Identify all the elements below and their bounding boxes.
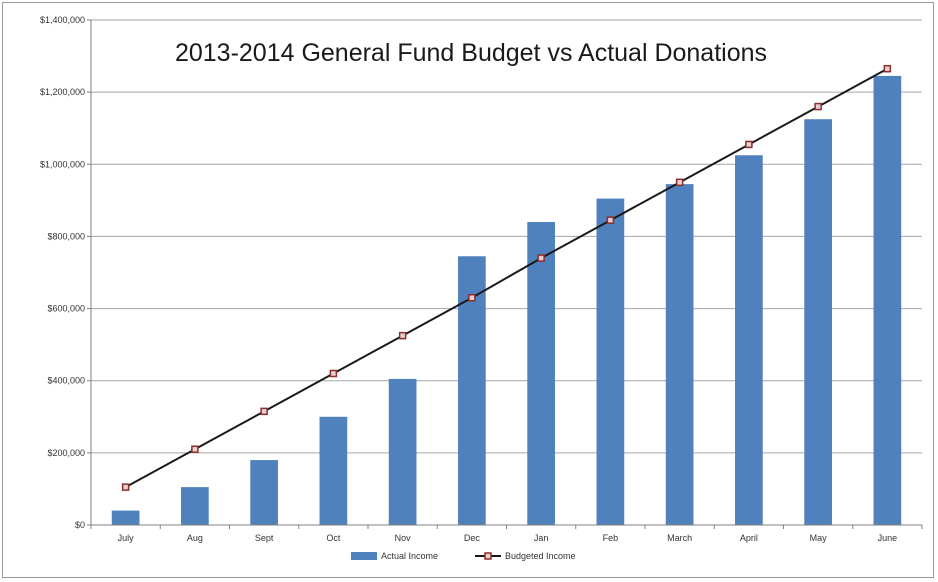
bar-actual-income [250,460,278,525]
point-budgeted-income [745,140,753,149]
y-tick-label: $0 [75,520,85,530]
x-tick-label: Nov [395,533,412,543]
y-tick-label: $1,200,000 [40,87,85,97]
x-tick-label: April [740,533,758,543]
line-budgeted-income [125,67,888,489]
chart-svg: $0 $200,000 $400,000 $600,000 $800,000 $1,000… [40,15,923,561]
point-budgeted-income [675,178,684,187]
point-budgeted-income [468,294,476,302]
point-budgeted-income [398,331,407,340]
point-budgeted-income [121,483,130,491]
chart-title: 2013-2014 General Fund Budget vs Actual … [175,39,767,67]
x-tick-label: Sept [255,533,274,543]
bar-actual-income [873,75,902,526]
x-tick-label: Feb [603,533,619,543]
y-tick-label: $400,000 [47,376,85,386]
x-tick-label: July [118,533,135,543]
point-budgeted-income [329,369,338,378]
point-budgeted-income [191,445,199,453]
bar-actual-income [527,222,555,525]
point-budgeted-income [260,407,268,416]
y-tick-label: $800,000 [47,231,85,241]
grid-layer [91,19,922,526]
bar-actual-income [735,155,763,525]
legend-key-actual-income [351,552,377,560]
y-tick-label: $200,000 [47,448,85,458]
x-tick-label: Aug [187,533,203,543]
bar-actual-income [665,184,694,525]
y-tick-label: $600,000 [47,304,85,314]
y-tick-label: $1,400,000 [40,15,85,25]
legend: Actual Income Budgeted Income [351,551,576,561]
legend-label-actual-income: Actual Income [381,551,438,561]
bar-actual-income [804,119,832,526]
x-tick-label: Jan [534,533,549,543]
bar-actual-income [319,416,348,525]
point-budgeted-income [537,254,545,262]
bar-layer [111,75,902,526]
axis-layer: $0 $200,000 $400,000 $600,000 $800,000 $1,000… [40,15,923,543]
legend-label-budgeted-income: Budgeted Income [505,551,576,561]
bar-actual-income [388,378,417,525]
x-tick-label: May [810,533,828,543]
y-tick-label: $1,000,000 [40,159,85,169]
point-budgeted-income [606,216,615,224]
line-layer [121,64,892,491]
x-tick-label: Dec [464,533,481,543]
x-tick-label: June [878,533,898,543]
x-tick-label: March [667,533,692,543]
bar-actual-income [111,510,140,525]
point-budgeted-income [883,64,892,73]
point-budgeted-income [814,102,822,111]
x-tick-label: Oct [326,533,341,543]
legend-marker-budgeted-income [484,552,492,560]
bar-actual-income [596,198,625,525]
bar-actual-income [181,487,209,525]
